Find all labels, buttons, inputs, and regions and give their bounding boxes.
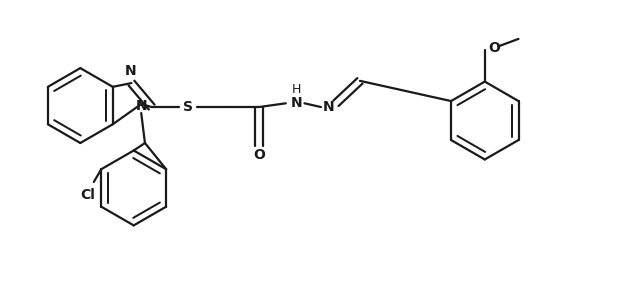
Text: O: O xyxy=(253,148,265,162)
Text: N: N xyxy=(125,64,136,78)
Text: S: S xyxy=(182,100,193,114)
Text: N: N xyxy=(136,98,148,113)
Text: Cl: Cl xyxy=(81,188,95,203)
Text: O: O xyxy=(488,41,500,55)
Text: N: N xyxy=(291,96,302,110)
Text: H: H xyxy=(292,82,301,96)
Text: N: N xyxy=(323,100,334,114)
